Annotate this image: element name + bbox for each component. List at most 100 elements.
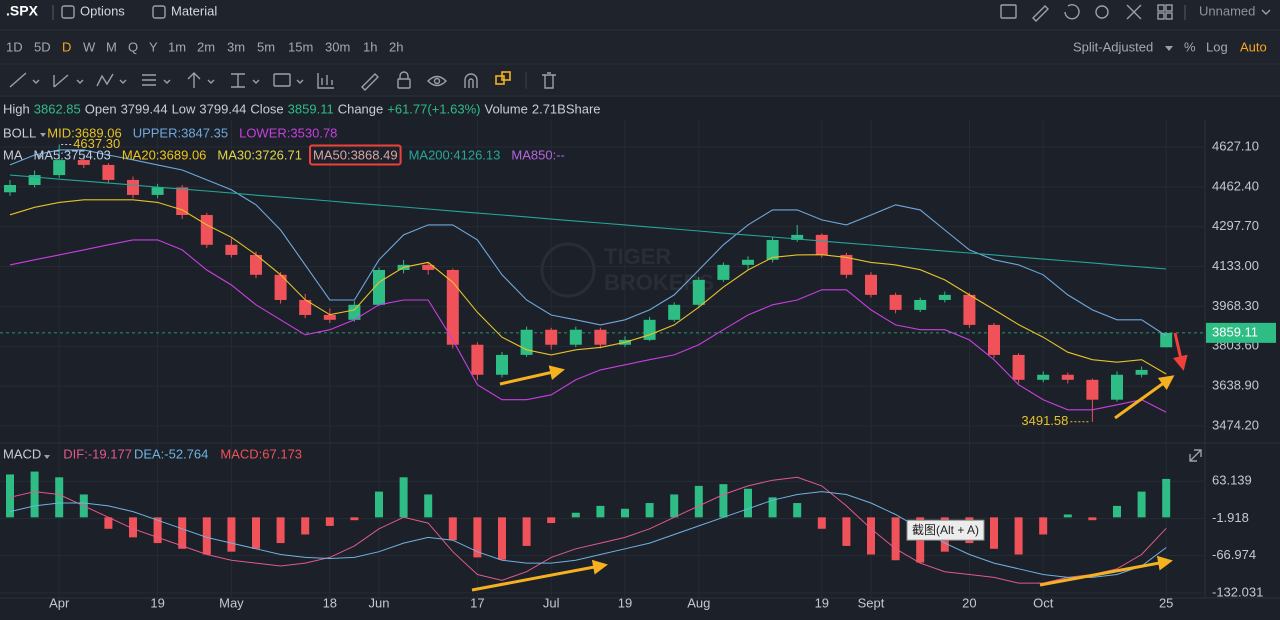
x-tick-label: 25 — [1159, 595, 1173, 610]
period-button[interactable]: Y — [149, 39, 158, 54]
legend-item: MA200:4126.13 — [409, 147, 501, 162]
quote-label: Open — [85, 101, 117, 116]
macd-bar — [522, 517, 531, 546]
x-tick-label: Jul — [543, 595, 560, 610]
macd-bar — [178, 517, 187, 549]
x-tick-label: Sept — [858, 595, 885, 610]
y-tick-label: 4297.70 — [1212, 218, 1259, 233]
macd-bar — [301, 517, 310, 535]
macd-bar — [129, 517, 137, 538]
candle-body — [766, 239, 779, 260]
candle-body — [496, 354, 508, 375]
period-button[interactable]: D — [62, 39, 71, 54]
period-button[interactable]: 2m — [197, 39, 215, 54]
macd-bar — [473, 517, 482, 558]
toolbar-button[interactable]: Material — [171, 3, 217, 18]
macd-bar — [276, 517, 285, 544]
expand-icon[interactable] — [1189, 449, 1202, 462]
macd-bar — [621, 508, 629, 518]
period-button[interactable]: 1D — [6, 39, 23, 54]
view-option[interactable]: % — [1184, 39, 1196, 54]
x-tick-label: 20 — [962, 595, 976, 610]
candle-body — [77, 160, 90, 165]
period-button[interactable]: M — [106, 39, 117, 54]
candle-body — [1061, 374, 1074, 380]
tooltip — [906, 519, 985, 541]
macd-bar — [744, 488, 752, 518]
candle-body — [1111, 374, 1123, 400]
candle-body — [151, 187, 164, 195]
period-button[interactable]: Q — [128, 39, 138, 54]
candle-body — [446, 269, 459, 345]
macd-bar — [891, 517, 900, 561]
drawing-tools[interactable] — [9, 71, 556, 91]
view-option[interactable]: Log — [1206, 39, 1228, 54]
annotation-arrows — [471, 332, 1188, 592]
quote-label: Volume — [484, 101, 527, 116]
watermark-logo — [540, 242, 596, 298]
period-button[interactable]: 15m — [288, 39, 313, 54]
quote-label: Low — [172, 101, 196, 116]
candle-body — [471, 344, 484, 375]
legend-item: MACD:67.173 — [220, 446, 302, 461]
candle-body — [250, 254, 262, 275]
symbol: .SPX — [6, 3, 39, 19]
macd-bar — [719, 484, 728, 518]
low-label: 3491.58 — [1021, 413, 1068, 428]
toolbar-button[interactable]: Options — [80, 3, 125, 18]
candle-body — [569, 329, 582, 345]
watermark: TIGER — [604, 244, 671, 269]
period-button[interactable]: 2h — [389, 39, 403, 54]
tooltip-text: 截图(Alt + A) — [912, 523, 979, 537]
macd-bar — [350, 517, 359, 521]
quote-label: High — [3, 101, 30, 116]
quote-value: 3799.44 — [121, 101, 168, 116]
legend-item: LOWER:3530.78 — [239, 125, 337, 140]
x-tick-label: Oct — [1033, 595, 1054, 610]
x-tick-label: 17 — [470, 595, 484, 610]
top-icons[interactable] — [52, 4, 1271, 51]
quote-value: 2.71BShare — [532, 101, 601, 116]
period-button[interactable]: W — [83, 39, 96, 54]
candle-body — [938, 294, 951, 300]
y-tick-label: 4627.10 — [1212, 138, 1259, 153]
macd-bar — [153, 517, 162, 544]
indicator-line — [9, 174, 1167, 270]
quote-label: Change — [338, 101, 384, 116]
view-option[interactable]: Auto — [1240, 39, 1267, 54]
high-label: 4637.30 — [73, 136, 120, 151]
macd-bar — [227, 517, 236, 552]
macd-bar — [990, 517, 998, 549]
period-button[interactable]: 5m — [257, 39, 275, 54]
indicator-line — [9, 239, 1167, 413]
macd-bar — [1014, 517, 1023, 555]
legend-title: MA — [3, 147, 23, 162]
macd-bar — [375, 491, 383, 518]
period-button[interactable]: 1m — [168, 39, 186, 54]
candle-body — [865, 274, 877, 295]
quote-value: +61.77(+1.63%) — [387, 101, 480, 116]
candle-body — [791, 234, 804, 240]
period-button[interactable]: 1h — [363, 39, 377, 54]
candle-body — [348, 304, 361, 320]
period-button[interactable]: 30m — [325, 39, 350, 54]
candle-body — [717, 264, 730, 280]
candle-body — [889, 294, 902, 310]
candle-body — [643, 319, 656, 340]
candle-body — [742, 259, 754, 265]
candle-body — [422, 264, 435, 270]
macd-bar — [547, 517, 556, 524]
legend-item: MA850:-- — [511, 147, 564, 162]
view-option[interactable]: Split-Adjusted — [1073, 39, 1153, 54]
candle-body — [988, 324, 1000, 355]
period-button[interactable]: 5D — [34, 39, 51, 54]
candle-body — [323, 314, 336, 320]
macd-bar — [55, 477, 64, 518]
period-button[interactable]: 3m — [227, 39, 245, 54]
candle-body — [53, 160, 66, 176]
candle-body — [4, 184, 16, 193]
legend-item: MA5:3754.03 — [34, 147, 111, 162]
candle-body — [594, 329, 607, 345]
